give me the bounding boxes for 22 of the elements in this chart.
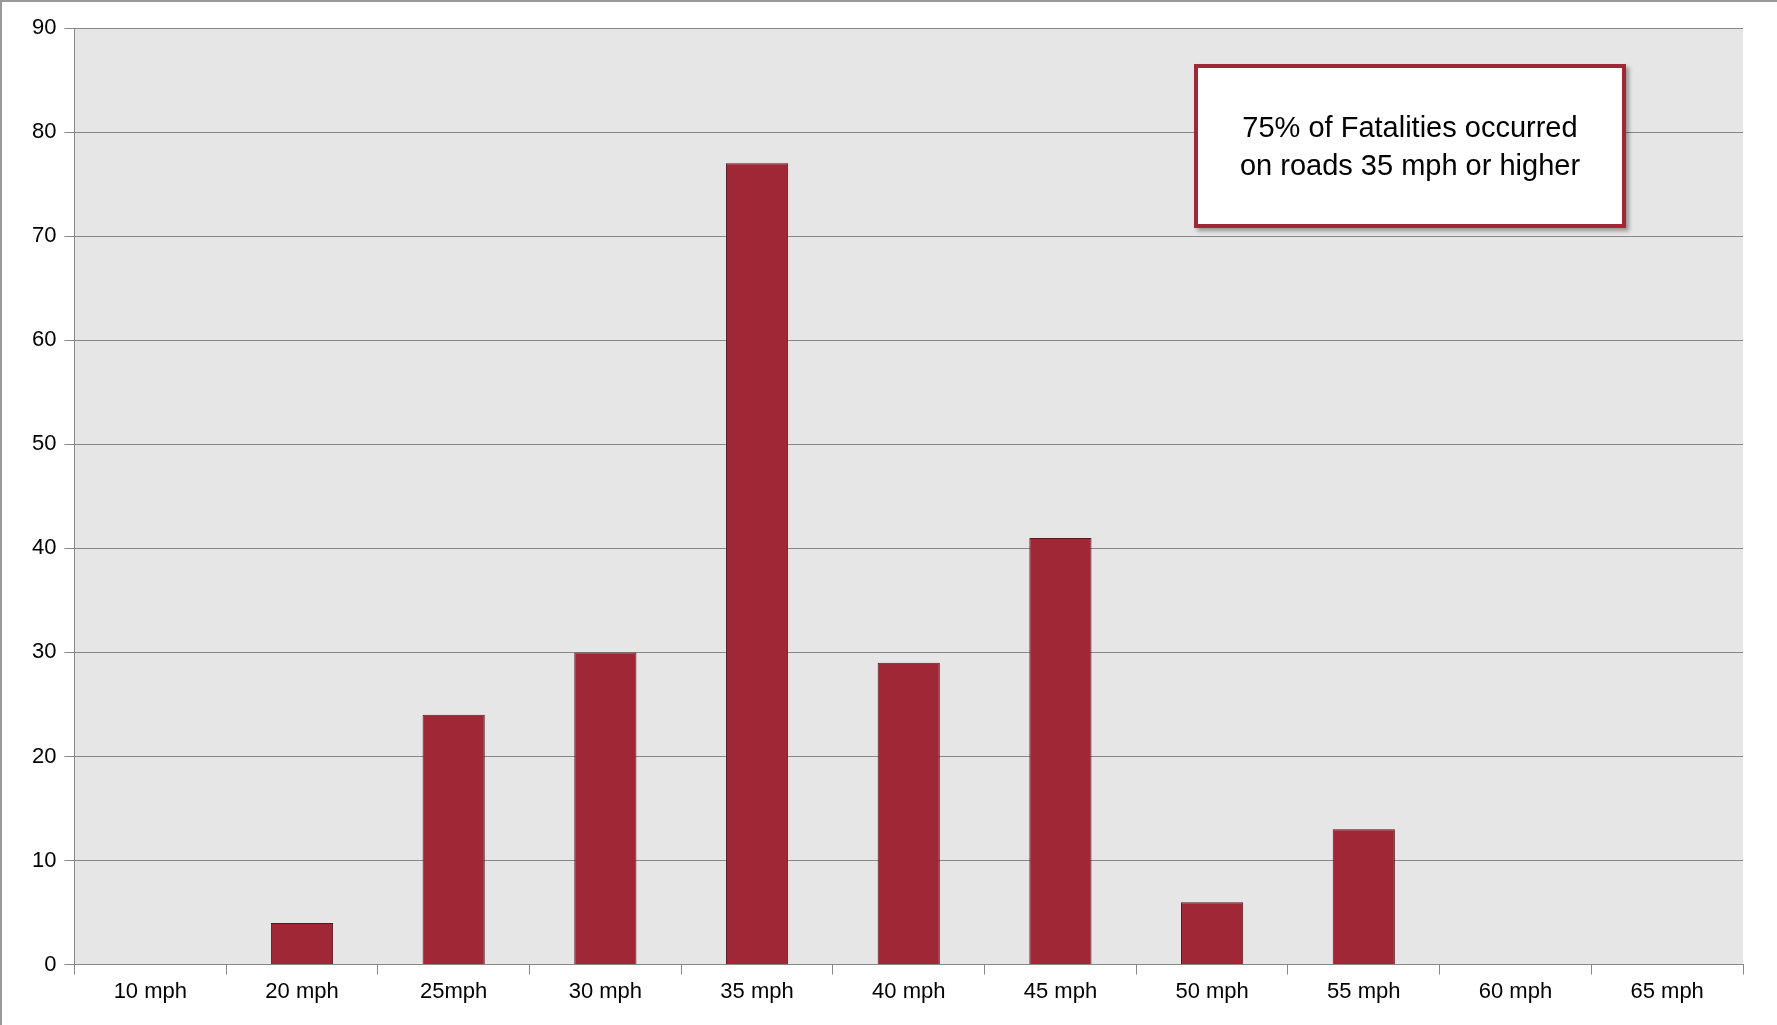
- x-tick-label: 35 mph: [720, 977, 794, 1003]
- x-tick-label: 25mph: [420, 977, 488, 1003]
- y-tick-label: 50: [31, 430, 57, 456]
- y-tick-label: 90: [31, 14, 57, 40]
- y-tick-label: 30: [31, 638, 57, 664]
- y-tick-label: 60: [31, 326, 57, 352]
- x-tick-label: 30 mph: [568, 977, 643, 1003]
- x-tick-label: 65 mph: [1630, 977, 1704, 1003]
- x-tick-label: 50 mph: [1175, 977, 1249, 1003]
- y-tick-label: 10: [31, 846, 57, 872]
- x-tick-label: 10 mph: [113, 977, 188, 1003]
- x-tick-label: 60 mph: [1478, 977, 1553, 1003]
- x-tick-label: 55 mph: [1327, 977, 1401, 1003]
- y-tick-label: 0: [44, 950, 57, 976]
- y-tick-label: 80: [31, 118, 57, 144]
- y-tick-label: 70: [31, 222, 57, 248]
- x-tick-label: 20 mph: [265, 977, 339, 1003]
- x-tick-label: 45 mph: [1023, 977, 1098, 1003]
- x-tick-label: 40 mph: [872, 977, 946, 1003]
- callout-box: 75% of Fatalities occurred on roads 35 mph or higher: [1194, 64, 1626, 228]
- y-tick-label: 20: [31, 742, 57, 768]
- y-tick-label: 40: [31, 534, 57, 560]
